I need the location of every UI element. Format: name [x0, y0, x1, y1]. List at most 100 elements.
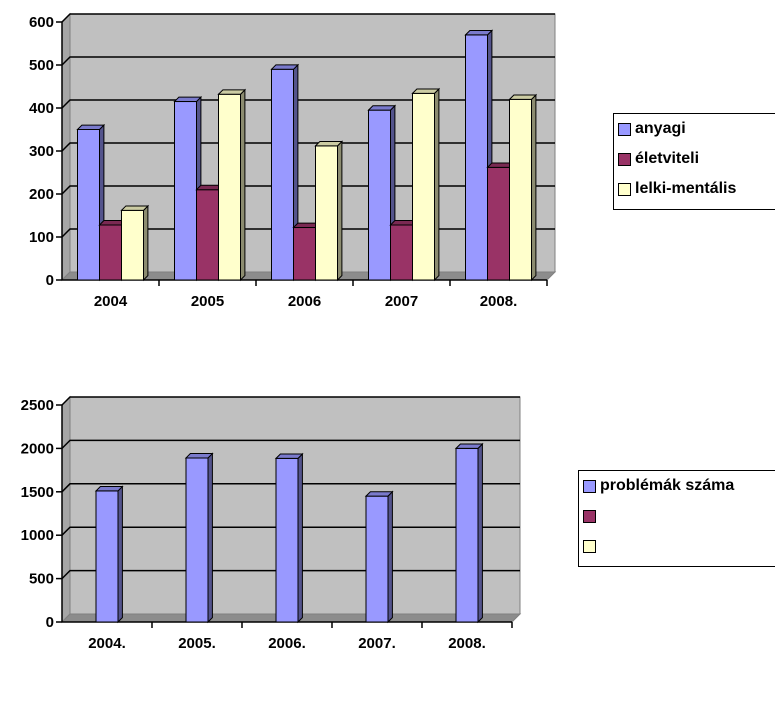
chart-1-bar-front [509, 98, 532, 281]
chart-1-bar-front [368, 109, 391, 281]
chart-2-bar [454, 442, 484, 624]
chart-1-bar-top [270, 64, 300, 70]
chart-2-legend-label: problémák száma [600, 477, 735, 494]
chart-2-bar-top [184, 453, 214, 459]
chart-1-bar-front [412, 92, 435, 281]
chart-2-x-tick-label: 2005. [178, 635, 216, 652]
chart-1-bar-side [337, 140, 343, 282]
chart-2-legend-item [579, 531, 775, 561]
chart-1-legend-item: anyagi [614, 114, 775, 144]
chart-2-x-tick-label: 2008. [448, 635, 486, 652]
chart-2-bar-top [274, 453, 304, 459]
chart-2-legend-swatch [583, 539, 596, 553]
chart-2-bar-front [275, 457, 299, 623]
chart-1-bar-top [120, 205, 150, 211]
chart-1-legend-swatch [618, 122, 631, 136]
chart-1-y-tick-label: 0 [46, 272, 54, 289]
chart-2-bar-side [477, 442, 483, 624]
chart-2-y-tick-label: 1500 [21, 484, 54, 501]
chart-2-y-tick-label: 1000 [21, 527, 54, 544]
chart-2-bar [94, 485, 124, 624]
chart-1-bar-side [240, 88, 246, 282]
chart-2-x-tick-label: 2007. [358, 635, 396, 652]
chart-1-x-tick-label: 2004 [94, 293, 128, 310]
chart-1-x-tick-label: 2007 [385, 293, 418, 310]
chart-2-legend: problémák száma [578, 470, 775, 567]
chart-1-y-tick-label: 300 [29, 143, 54, 160]
chart-1-bar-top [411, 88, 441, 94]
chart-1-y-tick-label: 600 [29, 14, 54, 31]
chart-2-bar-front [365, 495, 389, 623]
chart-2-legend-item: problémák száma [579, 471, 775, 501]
chart-1-bar [76, 123, 106, 282]
chart-2-bar-top [94, 486, 124, 492]
chart-1-bar [120, 204, 150, 282]
chart-1-bar-top [173, 96, 203, 103]
chart-2-y-tick-label: 2000 [21, 440, 54, 457]
chart-2-bar [184, 452, 214, 624]
chart-1-svg: 0 100 200 300 400 500 600 2004 2005 2006 2007 2008. [29, 12, 557, 310]
chart-1-y-tick-label: 100 [29, 229, 54, 246]
chart-1-bar-front [465, 34, 488, 281]
chart-2-x-tick-label: 2006. [268, 635, 306, 652]
chart-2-bar-front [455, 447, 479, 623]
chart-1-bar-front [77, 129, 100, 281]
chart-2-bar-side [207, 452, 213, 624]
chart-2-svg: 0 500 1000 1500 2000 2500 2004. 2005. 2006. 2007.… [21, 395, 522, 652]
chart-1-bar-top [217, 89, 247, 95]
chart-1-bar [508, 93, 538, 282]
chart-1-legend-item: lelki-mentális [614, 174, 775, 204]
chart-1-bar-top [508, 94, 538, 100]
chart-1-bar-side [143, 204, 149, 282]
chart-2-y-tick-label: 2500 [21, 397, 54, 414]
chart-1-bar-top [464, 30, 494, 36]
chart-1-y-tick-label: 400 [29, 100, 54, 117]
chart-1-x-tick-label: 2006 [288, 293, 321, 310]
chart-1-x-tick-label: 2008. [480, 293, 518, 310]
chart-1-x-tick-label: 2005 [191, 293, 224, 310]
chart-2-bar-side [117, 485, 123, 624]
chart-1-legend-item: életviteli [614, 144, 775, 174]
chart-2-bar-top [454, 443, 484, 449]
chart-2-bar-side [387, 490, 393, 624]
chart-1-legend: anyagi életviteli lelki-mentális [613, 113, 775, 210]
chart-2-bar [274, 452, 304, 624]
chart-2-bar-front [185, 457, 209, 623]
chart-1-bar [314, 140, 344, 282]
chart-1-legend-label: életviteli [635, 150, 700, 167]
chart-2-legend-item [579, 501, 775, 531]
chart-1-y-tick-label: 500 [29, 57, 54, 74]
chart-1-bar-front [390, 224, 413, 281]
chart-1-bar-front [196, 189, 219, 281]
chart-2-bar-front [95, 490, 119, 623]
chart-2-bar-top [364, 491, 394, 497]
chart-1-legend-swatch [618, 182, 631, 196]
chart-2-gridline [61, 483, 520, 493]
chart-1-bar-front [121, 209, 144, 281]
chart-2-gridline [61, 396, 520, 406]
chart-1-bar-top [76, 124, 106, 130]
chart-1-bar-front [174, 101, 197, 281]
chart-1-bar-front [293, 227, 316, 281]
chart-1-legend-swatch [618, 152, 631, 166]
chart-2-y-tick-label: 0 [46, 614, 54, 631]
chart-1-bar-top [314, 140, 344, 147]
chart-1-bar-side [531, 93, 537, 282]
chart-1-bar-front [487, 166, 510, 281]
chart-1-y-tick-label: 200 [29, 186, 54, 203]
chart-1-bar [217, 88, 247, 282]
chart-1-gridline [61, 99, 555, 109]
chart-1-legend-label: lelki-mentális [635, 180, 737, 197]
chart-1-bar-front [99, 224, 122, 281]
chart-1-bar-side [434, 87, 440, 282]
chart-2-legend-swatch [583, 479, 596, 493]
chart-1-bar-front [271, 68, 294, 281]
chart-2-bar [364, 490, 394, 624]
chart-2-bar-side [297, 452, 303, 624]
chart-2-side-wall [61, 395, 71, 624]
chart-1-bar-front [218, 93, 241, 281]
chart-1-gridline [61, 13, 555, 23]
chart-1-gridline [61, 56, 555, 66]
chart-1-bar [411, 87, 441, 282]
chart-2-x-tick-label: 2004. [88, 635, 126, 652]
